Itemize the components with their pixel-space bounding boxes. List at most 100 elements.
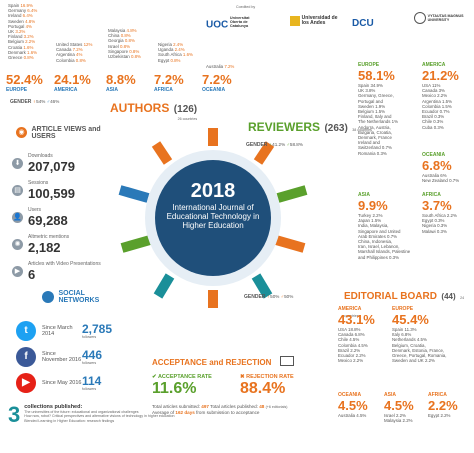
- country-item: New Zealand 0.7%: [422, 178, 460, 184]
- authors-title: AUTHORS: [110, 101, 170, 115]
- region-name: ASIA: [106, 87, 118, 93]
- check-icon: ✔: [152, 374, 157, 380]
- country-item: Germany, Greece,: [358, 93, 394, 99]
- country-item: Australia 7.2%: [206, 64, 235, 69]
- editorial-europe: EUROPE 45.4% Spain 11.3% Italy 6.8% Nether…: [392, 306, 447, 364]
- rejection-rate-block: ✖ REJECTION RATE 88.4%: [240, 374, 294, 397]
- center-star-graphic: [118, 128, 308, 308]
- region-pct: 52.4%: [6, 72, 43, 87]
- views-item-value: 2,182: [28, 240, 61, 255]
- center-year: 2018: [190, 180, 236, 202]
- editorial-gender: GENDER ♀50% ♂50%: [244, 294, 294, 300]
- views-item-text: Users 69,288: [28, 207, 68, 228]
- social-item-twitter: t Since March 2014 2,785 followers: [16, 318, 126, 344]
- authors-europe-list: Spain 16.9% Germany 6.4% Ireland 6.4% Swede…: [8, 3, 37, 60]
- reviewers-africa: AFRICA 3.7% South Africa 2.2% Egypt 0.3% N…: [422, 192, 457, 234]
- country-item: Uganda 2.4%: [158, 47, 185, 53]
- authors-region-america: 24.1% AMERICA: [54, 72, 91, 93]
- views-item: ▤ Sessions 100,599: [12, 177, 122, 204]
- country-item: Georgia 0.8%: [108, 38, 135, 44]
- country-item: Argentina 1.5%: [422, 98, 453, 104]
- uniandes-shield-icon: [290, 16, 300, 26]
- country-item: United States 12%: [56, 42, 93, 47]
- views-item-text: Sessions 100,599: [28, 180, 75, 201]
- country-item: Sweden 4.8%: [8, 18, 36, 24]
- country-item: UK 3.8%: [358, 88, 376, 94]
- country-item: Belgium 1.5%: [358, 109, 386, 115]
- views-item-label: Altmetric mentions: [28, 234, 70, 240]
- editorial-title: EDITORIAL BOARD: [344, 291, 437, 302]
- views-item-label: Downloads: [28, 153, 53, 159]
- reviewers-countries: 38 countries: [352, 128, 372, 132]
- social-network-icon: [42, 290, 54, 303]
- country-item: Denmark, Estonia, France,: [392, 347, 445, 353]
- views-item-label: Users: [28, 207, 42, 213]
- country-item: Malaysia 2.2%: [384, 418, 413, 424]
- country-pct: 2.2%: [25, 39, 36, 45]
- country-item: China 0.8%: [108, 33, 131, 39]
- country-item: Netherlands 4.5%: [392, 337, 427, 343]
- views-item: ✺ Altmetric mentions 2,182: [12, 231, 122, 258]
- social-item-youtube: ▶ Since May 2016 114 followers: [16, 370, 126, 396]
- views-icon: ◉: [16, 127, 27, 139]
- collections-list: The universities of the future: educatio…: [8, 410, 268, 423]
- uoc-logo: UOC Universitat Oberta de Catalunya: [206, 16, 250, 31]
- vytautas-seal-icon: [414, 12, 426, 24]
- country-item: The Netherlands 1%: [358, 119, 399, 125]
- social-since: Since November 2016: [42, 350, 82, 363]
- collection-item: Blended Learning in Higher Education: re…: [24, 418, 115, 423]
- country-pct: 0.8%: [75, 57, 86, 63]
- country-item: Ecuador 2.2%: [338, 353, 366, 359]
- authors-america-list: United States 12% Canada 7.2% Argentina 4%…: [56, 42, 92, 63]
- authors-countries: 26 countries: [177, 117, 198, 121]
- social-title-block: SOCIAL NETWORKS: [42, 288, 99, 306]
- social-value: 114 followers: [82, 375, 101, 391]
- female-icon: ♀: [32, 99, 37, 104]
- collections-title: collections published:: [24, 404, 83, 410]
- views-title-block: ◉ ARTICLE VIEWS and USERS: [16, 124, 111, 142]
- country-item: USA 18.8%: [338, 327, 361, 332]
- acceptance-title-block: ACCEPTANCE and REJECTION: [152, 352, 294, 370]
- country-pct: 1.6%: [182, 52, 193, 58]
- views-item-label: Sessions: [28, 180, 49, 186]
- editorial-africa: AFRICA 2.2% Egypt 2.2%: [428, 392, 458, 418]
- reviewers-count: (263): [324, 123, 348, 134]
- country-item: Colombia 1.5%: [422, 103, 452, 109]
- country-item: Nigeria 0.3%: [422, 223, 448, 229]
- country-item: Argentina 4%: [56, 52, 83, 58]
- views-item: ▶ Articles with Video Presentations 6: [12, 258, 122, 285]
- social-since: Since March 2014: [42, 324, 73, 337]
- social-unit: followers: [82, 386, 97, 391]
- country-item: Turkey 2.2%: [358, 213, 383, 218]
- collections-count: 3: [8, 402, 21, 427]
- country-item: Sweden 1.9%: [358, 103, 386, 109]
- country-item: Greece 0.8%: [8, 55, 34, 61]
- country-item: Australia 4.5%: [338, 413, 367, 418]
- views-item-text: Downloads 207,079: [28, 153, 75, 174]
- country-item: Colombia 0.8%: [56, 57, 86, 63]
- social-count: 446: [82, 347, 103, 362]
- country-pct: 4%: [25, 23, 32, 29]
- country-pct: 2.4%: [173, 42, 184, 47]
- video-icon: ▶: [12, 266, 23, 277]
- male-icon: ♂: [280, 294, 285, 299]
- acceptance-rate-value: 11.6%: [152, 380, 197, 397]
- views-list: ⬇ Downloads 207,079 ▤ Sessions 100,599 👤 Users 6…: [12, 150, 122, 285]
- youtube-icon: ▶: [16, 373, 36, 393]
- country-item: Romania 0.3%: [358, 150, 387, 156]
- female-icon: ♀: [266, 294, 271, 299]
- editorial-count: (44): [441, 292, 456, 301]
- country-pct: 7.2%: [72, 47, 83, 53]
- country-item: Greece, Portugal, Romania,: [392, 353, 447, 359]
- region-name: AFRICA: [154, 87, 173, 93]
- country-pct: 4%: [76, 52, 83, 58]
- region-name: OCEANIA: [202, 87, 226, 93]
- country-pct: 1.6%: [23, 44, 34, 50]
- twitter-icon: t: [16, 321, 36, 341]
- country-pct: 0.8%: [124, 38, 135, 44]
- center-text: 2018 International Journal of Educationa…: [158, 180, 268, 230]
- authors-oceania-list: Australia 7.2%: [206, 64, 234, 69]
- country-item: UK 3.2%: [8, 29, 26, 35]
- country-item: Singapore and United: [358, 228, 401, 234]
- newspaper-icon: [279, 355, 294, 366]
